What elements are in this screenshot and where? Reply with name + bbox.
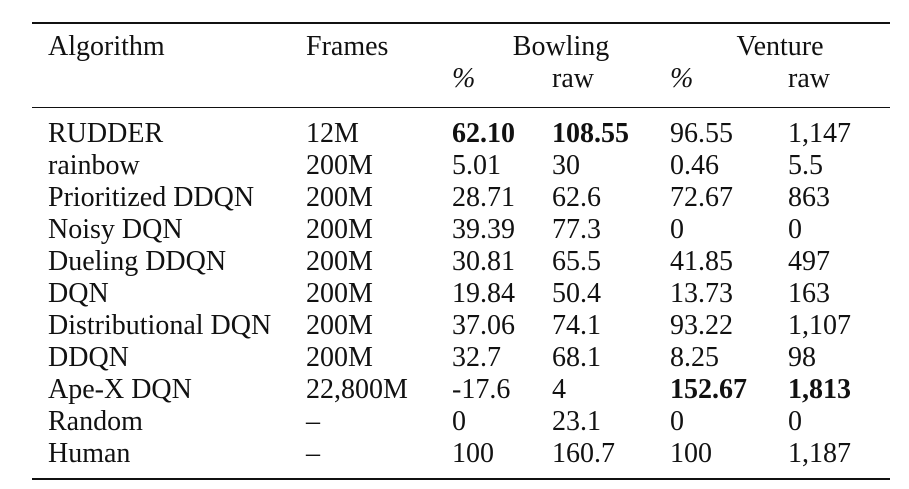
cell-bowling-raw: 50.4	[552, 278, 601, 309]
header-venture: Venture	[736, 31, 824, 62]
table-header: Algorithm Frames Bowling Venture % raw %…	[32, 23, 890, 108]
header-bowling-pct: %	[452, 63, 476, 94]
table-body: RUDDER 12M 62.10 108.55 96.55 1,147 rainbow 200…	[32, 107, 890, 479]
cell-bowling-pct: 28.71	[452, 182, 515, 213]
table-row: Human – 100 160.7 100 1,187	[32, 438, 890, 479]
cell-bowling-pct: -17.6	[452, 374, 511, 405]
cell-venture-raw: 163	[788, 278, 830, 309]
cell-venture-raw: 5.5	[788, 150, 823, 181]
header-empty-frames	[306, 63, 452, 108]
cell-bowling-pct: 19.84	[452, 278, 515, 309]
cell-algorithm: Distributional DQN	[48, 310, 272, 341]
cell-bowling-raw: 74.1	[552, 310, 601, 341]
cell-venture-raw: 1,813	[788, 374, 851, 405]
cell-bowling-raw: 30	[552, 150, 580, 181]
cell-frames: 200M	[306, 246, 373, 277]
header-empty-algorithm	[32, 63, 306, 108]
cell-algorithm: RUDDER	[48, 118, 164, 149]
cell-venture-pct: 13.73	[670, 278, 733, 309]
cell-bowling-pct: 100	[452, 438, 494, 469]
cell-algorithm: DDQN	[48, 342, 129, 373]
cell-bowling-raw: 4	[552, 374, 566, 405]
cell-venture-pct: 0.46	[670, 150, 719, 181]
cell-venture-pct: 41.85	[670, 246, 733, 277]
table-row: Dueling DDQN 200M 30.81 65.5 41.85 497	[32, 246, 890, 278]
cell-bowling-raw: 77.3	[552, 214, 601, 245]
cell-frames: 200M	[306, 150, 373, 181]
table-row: Random – 0 23.1 0 0	[32, 406, 890, 438]
results-table-container: Algorithm Frames Bowling Venture % raw %…	[32, 22, 890, 480]
table-row: Ape-X DQN 22,800M -17.6 4 152.67 1,813	[32, 374, 890, 406]
cell-algorithm: Ape-X DQN	[48, 374, 192, 405]
header-frames: Frames	[306, 31, 389, 62]
table-row: RUDDER 12M 62.10 108.55 96.55 1,147	[32, 107, 890, 151]
cell-venture-pct: 8.25	[670, 342, 719, 373]
table-row: DDQN 200M 32.7 68.1 8.25 98	[32, 342, 890, 374]
cell-venture-pct: 0	[670, 406, 684, 437]
cell-frames: 12M	[306, 118, 359, 149]
table-row: Prioritized DDQN 200M 28.71 62.6 72.67 863	[32, 182, 890, 214]
cell-bowling-raw: 23.1	[552, 406, 601, 437]
header-row-2: % raw % raw	[32, 63, 890, 108]
cell-bowling-pct: 0	[452, 406, 466, 437]
cell-bowling-pct: 5.01	[452, 150, 501, 181]
table-row: Noisy DQN 200M 39.39 77.3 0 0	[32, 214, 890, 246]
cell-venture-pct: 96.55	[670, 118, 733, 149]
cell-bowling-raw: 65.5	[552, 246, 601, 277]
cell-bowling-pct: 39.39	[452, 214, 515, 245]
cell-venture-raw: 497	[788, 246, 830, 277]
cell-venture-raw: 98	[788, 342, 816, 373]
cell-algorithm: DQN	[48, 278, 109, 309]
header-venture-pct: %	[670, 63, 694, 94]
cell-venture-pct: 72.67	[670, 182, 733, 213]
cell-venture-raw: 863	[788, 182, 830, 213]
cell-algorithm: Random	[48, 406, 143, 437]
cell-bowling-raw: 62.6	[552, 182, 601, 213]
cell-frames: 200M	[306, 310, 373, 341]
cell-venture-raw: 1,187	[788, 438, 851, 469]
cell-algorithm: Prioritized DDQN	[48, 182, 255, 213]
cell-algorithm: Human	[48, 438, 131, 469]
header-bowling-raw: raw	[552, 63, 594, 94]
cell-bowling-raw: 160.7	[552, 438, 615, 469]
cell-venture-raw: 1,147	[788, 118, 851, 149]
cell-algorithm: rainbow	[48, 150, 140, 181]
header-row-1: Algorithm Frames Bowling Venture	[32, 23, 890, 63]
cell-frames: 22,800M	[306, 374, 408, 405]
cell-venture-pct: 93.22	[670, 310, 733, 341]
results-table: Algorithm Frames Bowling Venture % raw %…	[32, 22, 890, 480]
header-bowling: Bowling	[512, 31, 610, 62]
header-venture-raw: raw	[788, 63, 830, 94]
cell-frames: –	[306, 438, 320, 469]
cell-venture-raw: 1,107	[788, 310, 851, 341]
cell-venture-raw: 0	[788, 214, 802, 245]
cell-bowling-raw: 108.55	[552, 118, 629, 149]
table-row: Distributional DQN 200M 37.06 74.1 93.22 1,10…	[32, 310, 890, 342]
cell-bowling-pct: 62.10	[452, 118, 515, 149]
table-row: DQN 200M 19.84 50.4 13.73 163	[32, 278, 890, 310]
cell-frames: 200M	[306, 342, 373, 373]
cell-algorithm: Noisy DQN	[48, 214, 183, 245]
cell-venture-pct: 152.67	[670, 374, 747, 405]
cell-frames: 200M	[306, 278, 373, 309]
header-algorithm: Algorithm	[48, 31, 165, 62]
table-row: rainbow 200M 5.01 30 0.46 5.5	[32, 150, 890, 182]
cell-frames: –	[306, 406, 320, 437]
cell-bowling-pct: 32.7	[452, 342, 501, 373]
cell-bowling-raw: 68.1	[552, 342, 601, 373]
cell-venture-raw: 0	[788, 406, 802, 437]
cell-frames: 200M	[306, 214, 373, 245]
cell-venture-pct: 100	[670, 438, 712, 469]
cell-venture-pct: 0	[670, 214, 684, 245]
cell-frames: 200M	[306, 182, 373, 213]
cell-bowling-pct: 37.06	[452, 310, 515, 341]
cell-algorithm: Dueling DDQN	[48, 246, 227, 277]
cell-bowling-pct: 30.81	[452, 246, 515, 277]
